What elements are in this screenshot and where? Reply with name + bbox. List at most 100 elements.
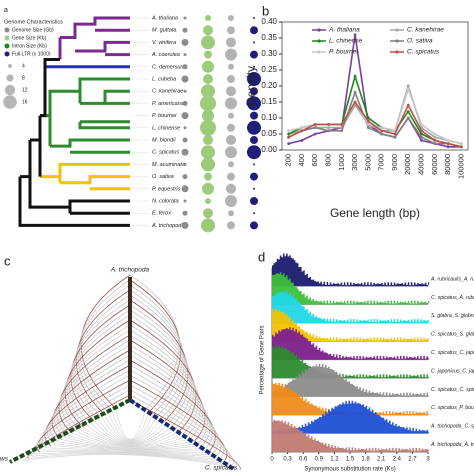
legend-entry: A. thaliana: [328, 27, 360, 34]
synteny-arc: [86, 424, 176, 445]
point: [300, 126, 304, 129]
point: [380, 129, 384, 133]
x-tick-label: 1.5: [346, 457, 355, 463]
species-label: E. ferox: [152, 211, 171, 217]
x-tick-label: 9000: [390, 154, 399, 171]
trait-dot: [253, 187, 255, 190]
panel-label: a: [4, 7, 8, 14]
trait-dot: [181, 185, 189, 193]
pair-label: A. rubricaulis_A. rubricaulis: [430, 276, 474, 282]
synteny-arc: [56, 339, 131, 436]
trait-dot: [228, 63, 234, 70]
species-label: A. thaliana: [151, 15, 178, 21]
legend-entry: C. spicatus: [407, 49, 440, 56]
point: [406, 110, 410, 113]
trait-dot: [183, 199, 187, 203]
trait-dot: [247, 96, 261, 111]
pair-label: C. spicatus_A. rubricaulis: [431, 295, 474, 301]
trait-dot: [247, 72, 261, 86]
trait-dot: [203, 208, 213, 219]
tree-branch: [40, 77, 130, 154]
synteny-arc: [90, 422, 172, 445]
point: [459, 142, 463, 146]
y-tick-label: 0.35: [261, 33, 277, 42]
trait-dot: [181, 38, 189, 46]
trait-dot: [225, 146, 237, 159]
synteny-arc: [75, 430, 188, 447]
synteny-arc: [104, 414, 157, 442]
legend-swatch: [4, 35, 10, 41]
trait-dot: [181, 221, 189, 229]
synteny-arc: [129, 389, 234, 466]
trait-dot: [200, 119, 216, 136]
trait-dot: [253, 17, 255, 19]
point: [300, 129, 304, 133]
trait-dot: [203, 74, 213, 84]
chromosome: [9, 398, 131, 464]
tree-branch: [58, 16, 130, 60]
point: [433, 142, 437, 146]
trait-dot: [181, 112, 189, 120]
point: [446, 145, 450, 149]
trait-dot: [228, 210, 234, 217]
species-label: L. cubeba: [152, 76, 176, 82]
size-label: 12: [22, 87, 28, 93]
x-axis-label: Gene length (bp): [330, 206, 420, 220]
size-label: 16: [22, 99, 28, 105]
species-label: M. guttata: [152, 28, 176, 34]
synteny-arc: [72, 433, 191, 448]
x-tick-label: 2.4: [393, 457, 402, 463]
trait-dot: [228, 112, 234, 119]
point: [459, 145, 463, 149]
point: [393, 132, 397, 136]
synteny-arc: [60, 329, 131, 432]
synteny-arc: [25, 454, 241, 470]
x-tick-label: 200: [284, 154, 293, 167]
trait-dot: [250, 111, 258, 120]
size-label: 4: [22, 63, 25, 69]
y-tick-label: 0.30: [261, 49, 277, 58]
synteny-arc: [93, 420, 169, 444]
trait-dot: [203, 25, 213, 36]
synteny-arc: [66, 314, 131, 426]
pair-label: C. spicatus_C. japonicus: [431, 350, 474, 356]
synteny-arc: [129, 374, 225, 458]
species-label: N. colorata: [152, 198, 179, 204]
point: [366, 123, 370, 126]
x-tick-label: 3: [426, 457, 430, 463]
trait-dot: [247, 120, 261, 135]
point: [433, 135, 437, 139]
histogram-shape: [272, 327, 430, 360]
point: [406, 103, 410, 107]
synteny-arc: [39, 451, 226, 461]
synteny-arc: [97, 418, 165, 443]
genome-label: ws: [0, 456, 9, 463]
legend-entry: L. chinense: [329, 38, 363, 45]
x-tick-label: 0.9: [315, 457, 324, 463]
trait-dot: [204, 172, 212, 181]
trait-dot: [182, 64, 188, 70]
synteny-arc: [64, 319, 131, 428]
species-label: C. spicatus: [152, 150, 179, 156]
synteny-arc: [129, 324, 199, 434]
legend-swatch: [4, 51, 10, 57]
point: [327, 126, 330, 129]
point: [420, 139, 423, 142]
trait-dot: [182, 174, 188, 180]
pair-label: A. trichopoda_C. spicatus: [430, 424, 474, 430]
synteny-arc: [36, 451, 229, 463]
point: [287, 135, 291, 139]
synteny-arc: [43, 449, 222, 458]
point: [313, 132, 317, 136]
legend-marker: [395, 28, 399, 32]
trait-dot: [201, 218, 215, 233]
synteny-arc: [61, 439, 203, 450]
legend-entry: O. sativa: [407, 38, 433, 45]
synteny-arc: [129, 369, 222, 456]
histogram-shape: [272, 363, 430, 397]
synteny-arc: [129, 349, 211, 446]
trait-dot: [181, 75, 189, 83]
trait-dot: [183, 126, 187, 130]
trait-dot: [227, 123, 235, 132]
